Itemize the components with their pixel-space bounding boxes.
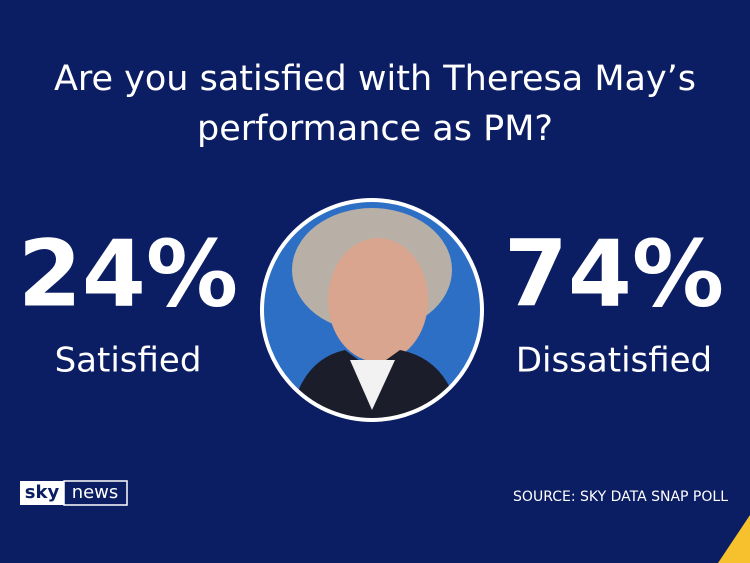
logo-text: news (72, 482, 119, 503)
portrait (260, 198, 484, 422)
logo: sky news (20, 480, 128, 506)
logo-text: sky (25, 482, 60, 503)
logo-outline (63, 480, 128, 506)
source: SOURCE: SKY DATA SNAP POLL (513, 489, 728, 505)
title-line: Are you satisfied with Theresa May’s (54, 59, 696, 99)
logo-box (20, 481, 64, 505)
result-label: Dissatisfied (516, 341, 712, 381)
result-value: 24% (18, 220, 238, 327)
title-line: performance as PM? (197, 109, 553, 149)
result-label: Satisfied (55, 341, 202, 381)
corner-accent (718, 515, 750, 563)
result-value: 74% (504, 220, 724, 327)
